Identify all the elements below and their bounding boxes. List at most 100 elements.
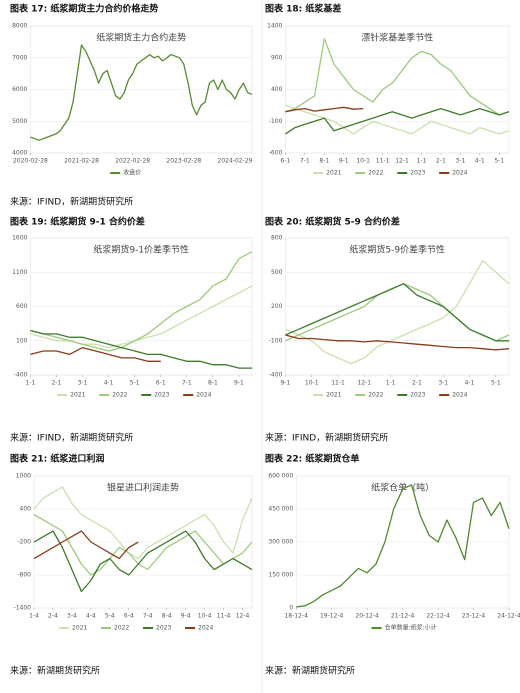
y-tick-label: 4000 (12, 150, 27, 157)
y-tick-label: 200 (271, 303, 283, 310)
x-tick-label: 5-1 (130, 380, 140, 387)
x-tick-label: 5-1 (494, 158, 504, 165)
y-tick-label: -600 (269, 150, 283, 157)
legend-label: 2022 (368, 392, 383, 399)
figure-caption: 图表 20: 纸浆期货 5-9 合约价差 (265, 216, 400, 228)
x-tick-label: 12-4 (236, 613, 250, 620)
x-tick-label: 11-1 (331, 380, 345, 387)
y-tick-label: 900 (271, 54, 283, 61)
series-line (33, 530, 253, 593)
x-tick-label: 5-4 (105, 613, 115, 620)
y-tick-label: 600 000 (268, 473, 293, 480)
y-tick-label: 1400 (267, 23, 282, 30)
x-tick-label: 23-12-4 (462, 613, 486, 620)
legend-label: 2021 (72, 625, 87, 632)
legend-label: 2023 (410, 170, 425, 177)
y-tick-label: 1600 (12, 235, 27, 242)
legend-label: 2022 (368, 170, 383, 177)
legend-label: 2024 (452, 392, 467, 399)
y-tick-label: 1000 (16, 473, 31, 480)
chart-title: 纸浆仓单（吨） (371, 482, 434, 494)
x-tick-label: 1-1 (417, 158, 427, 165)
legend-label: 2024 (196, 392, 211, 399)
x-tick-label: 22-12-4 (426, 613, 450, 620)
chart-title: 纸浆期货5-9价差季节性 (349, 244, 445, 256)
x-tick-label: 6-4 (124, 613, 134, 620)
x-tick-label: 7-4 (143, 613, 153, 620)
y-tick-label: 450 000 (268, 506, 293, 513)
y-tick-label: 6000 (12, 86, 27, 93)
x-tick-label: 9-1 (234, 380, 244, 387)
chart-title: 银星进口利润走势 (107, 482, 179, 494)
x-tick-label: 2023-02-28 (166, 158, 201, 165)
chart-title: 纸浆期货主力合约走势 (96, 32, 186, 44)
legend-label: 2021 (326, 170, 341, 177)
x-tick-label: 21-12-4 (391, 613, 415, 620)
figure-caption: 图表 18: 纸浆基差 (265, 3, 341, 15)
x-tick-label: 11-4 (217, 613, 231, 620)
x-tick-label: 2-1 (436, 158, 446, 165)
legend-label: 2024 (198, 625, 213, 632)
y-tick-label: -400 (269, 372, 283, 379)
legend-label: 2021 (326, 392, 341, 399)
y-tick-label: -100 (269, 337, 283, 344)
x-tick-label: 4-1 (475, 158, 485, 165)
x-tick-label: 5-1 (491, 380, 501, 387)
y-tick-label: 8000 (12, 23, 27, 30)
legend-label: 2022 (112, 392, 127, 399)
x-tick-label: 8-1 (319, 158, 329, 165)
series-line (30, 329, 252, 369)
y-tick-label: 400 (271, 86, 283, 93)
x-tick-label: 3-1 (455, 158, 465, 165)
x-tick-label: 6-1 (280, 158, 290, 165)
series-line (30, 44, 253, 141)
legend-label: 收盘价 (123, 169, 141, 177)
x-tick-label: 4-4 (86, 613, 96, 620)
x-tick-label: 2022-02-28 (115, 158, 150, 165)
x-tick-label: 9-1 (339, 158, 349, 165)
series-line (33, 513, 253, 576)
legend-label: 2021 (70, 392, 85, 399)
x-tick-label: 2-1 (52, 380, 62, 387)
legend-label: 仓单数量:纸浆:小计 (385, 624, 437, 632)
figure-source: 来源：IFIND，新湖期货研究所 (10, 196, 133, 208)
series-line (285, 38, 510, 116)
x-tick-label: 7-1 (182, 380, 192, 387)
y-tick-label: -800 (17, 572, 31, 579)
x-tick-label: 2021-02-28 (64, 158, 99, 165)
x-tick-label: 10-1 (356, 158, 370, 165)
figure-caption: 图表 19: 纸浆期货 9-1 合约价差 (10, 216, 145, 228)
figure-caption: 图表 22: 纸浆期货仓单 (265, 453, 359, 465)
legend-label: 2023 (154, 392, 169, 399)
x-tick-label: 1-4 (29, 613, 39, 620)
series-line (285, 334, 510, 351)
x-tick-label: 8-4 (162, 613, 172, 620)
series-line (285, 107, 510, 135)
series-line (296, 484, 510, 608)
figure-source: 来源：IFIND，新湖期货研究所 (265, 432, 388, 444)
figure-source: 来源：IFIND，新湖期货研究所 (10, 432, 133, 444)
series-line (33, 486, 253, 560)
x-tick-label: 4-1 (465, 380, 475, 387)
series-line (285, 260, 510, 365)
x-tick-label: 19-12-4 (320, 613, 344, 620)
x-tick-label: 10-4 (198, 613, 212, 620)
y-tick-label: -400 (14, 372, 28, 379)
y-tick-label: 100 (16, 337, 28, 344)
y-tick-label: 300 000 (268, 539, 293, 546)
figure-source: 来源：新湖期货研究所 (10, 665, 100, 677)
series-line (33, 530, 139, 560)
y-tick-label: 0 (289, 605, 293, 612)
series-line (30, 285, 253, 349)
x-tick-label: 3-1 (78, 380, 88, 387)
series-line (285, 283, 509, 342)
x-tick-label: 2020-02-28 (13, 158, 48, 165)
x-tick-label: 3-1 (438, 380, 448, 387)
x-tick-label: 9-1 (280, 380, 290, 387)
y-tick-label: 5000 (12, 118, 27, 125)
y-tick-label: 500 (271, 269, 283, 276)
x-tick-label: 4-1 (104, 380, 114, 387)
legend-label: 2022 (114, 625, 129, 632)
x-tick-label: 12-1 (358, 380, 372, 387)
